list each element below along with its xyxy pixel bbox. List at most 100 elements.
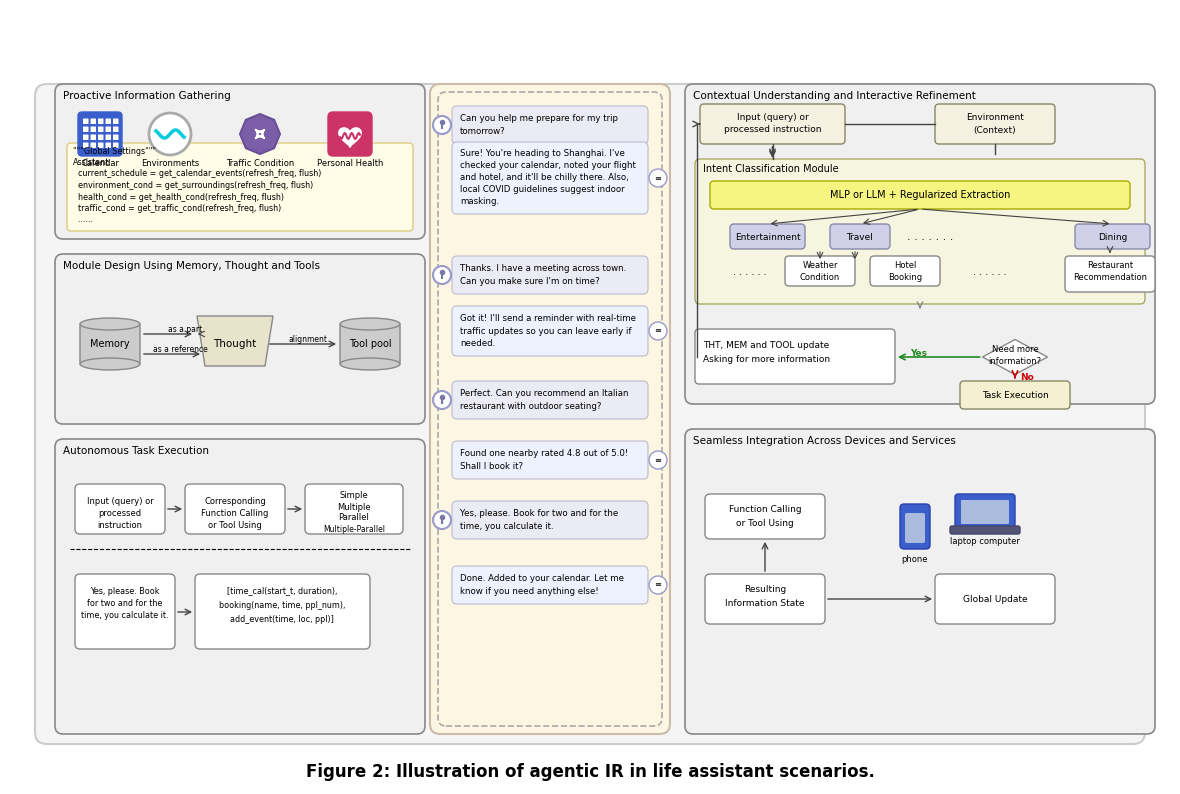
FancyBboxPatch shape [35,84,1145,744]
Text: alignment: alignment [288,334,328,344]
Text: Function Calling: Function Calling [729,504,801,514]
Text: Resulting: Resulting [743,585,786,595]
Text: Environments: Environments [140,160,199,168]
Text: Traffic Condition: Traffic Condition [225,160,294,168]
Text: Parallel: Parallel [339,514,369,522]
FancyBboxPatch shape [105,134,111,140]
Text: ≡: ≡ [655,174,662,183]
Text: as a part: as a part [168,326,202,334]
FancyBboxPatch shape [695,159,1145,304]
FancyBboxPatch shape [452,142,648,214]
Text: Entertainment: Entertainment [735,233,800,241]
Circle shape [649,169,667,187]
Text: phone: phone [902,554,929,564]
FancyBboxPatch shape [98,126,104,132]
FancyBboxPatch shape [91,118,96,124]
Ellipse shape [80,318,140,330]
Text: Can you make sure I'm on time?: Can you make sure I'm on time? [460,277,599,286]
Text: Tool pool: Tool pool [348,339,392,349]
FancyBboxPatch shape [98,118,104,124]
Text: Personal Health: Personal Health [316,160,384,168]
FancyBboxPatch shape [961,381,1070,409]
FancyBboxPatch shape [76,484,165,534]
FancyBboxPatch shape [452,381,648,419]
FancyBboxPatch shape [113,134,118,140]
FancyBboxPatch shape [113,118,118,124]
FancyBboxPatch shape [704,494,825,539]
Text: Travel: Travel [846,233,873,241]
Text: Hotel: Hotel [893,261,916,271]
Polygon shape [197,316,273,366]
Text: booking(name, time, ppl_num),: booking(name, time, ppl_num), [218,600,346,610]
Ellipse shape [340,358,400,370]
Text: Yes: Yes [910,349,927,359]
Text: Recommendation: Recommendation [1073,273,1147,283]
Polygon shape [983,340,1048,375]
Text: time, you calculate it.: time, you calculate it. [81,611,169,619]
FancyBboxPatch shape [704,574,825,624]
Circle shape [149,113,191,155]
Text: processed: processed [98,510,142,518]
Text: Contextual Understanding and Interactive Refinement: Contextual Understanding and Interactive… [693,91,976,101]
FancyBboxPatch shape [900,504,930,549]
Text: ≡: ≡ [655,580,662,589]
Text: ≡: ≡ [655,326,662,336]
Text: local COVID guidelines suggest indoor: local COVID guidelines suggest indoor [460,186,624,195]
FancyBboxPatch shape [830,224,890,249]
FancyBboxPatch shape [98,142,104,148]
FancyBboxPatch shape [905,513,925,543]
Text: Yes, please. Book for two and for the: Yes, please. Book for two and for the [460,509,618,518]
Text: laptop computer: laptop computer [950,538,1020,546]
Text: (Context): (Context) [974,125,1016,134]
FancyBboxPatch shape [76,574,175,649]
Text: environment_cond = get_surroundings(refresh_freq, flush): environment_cond = get_surroundings(refr… [73,181,313,190]
FancyBboxPatch shape [55,254,425,424]
FancyBboxPatch shape [67,143,413,231]
FancyBboxPatch shape [340,324,400,364]
Text: Perfect. Can you recommend an Italian: Perfect. Can you recommend an Italian [460,389,629,398]
Text: Yes, please. Book: Yes, please. Book [90,587,159,596]
Text: Got it! I'll send a reminder with real-time: Got it! I'll send a reminder with real-t… [460,314,636,323]
FancyBboxPatch shape [1066,256,1155,292]
Text: Task Execution: Task Execution [982,391,1048,399]
FancyBboxPatch shape [452,106,648,144]
Text: THT, MEM and TOOL update: THT, MEM and TOOL update [703,341,830,350]
FancyBboxPatch shape [78,112,122,156]
FancyBboxPatch shape [113,142,118,148]
Text: needed.: needed. [460,339,496,348]
Text: masking.: masking. [460,198,499,206]
Text: checked your calendar, noted your flight: checked your calendar, noted your flight [460,161,636,171]
Text: and hotel, and it'll be chilly there. Also,: and hotel, and it'll be chilly there. Al… [460,174,629,183]
Circle shape [433,116,451,134]
Text: Figure 2: Illustration of agentic IR in life assistant scenarios.: Figure 2: Illustration of agentic IR in … [306,763,874,781]
FancyBboxPatch shape [185,484,286,534]
Circle shape [433,391,451,409]
Text: health_cond = get_health_cond(refresh_freq, flush): health_cond = get_health_cond(refresh_fr… [73,192,284,202]
FancyBboxPatch shape [105,126,111,132]
Ellipse shape [80,358,140,370]
FancyBboxPatch shape [686,84,1155,404]
FancyBboxPatch shape [935,574,1055,624]
Text: Input (query) or: Input (query) or [86,498,153,507]
Text: Multiple-Parallel: Multiple-Parallel [323,525,385,534]
Text: Function Calling: Function Calling [202,510,269,518]
FancyBboxPatch shape [83,134,88,140]
Text: for two and for the: for two and for the [87,599,163,607]
Text: Global Update: Global Update [963,595,1028,603]
Text: MLP or LLM + Regularized Extraction: MLP or LLM + Regularized Extraction [830,190,1010,200]
Circle shape [433,266,451,284]
Text: Booking: Booking [887,273,922,283]
Text: processed instruction: processed instruction [723,125,821,134]
Text: tomorrow?: tomorrow? [460,127,505,136]
Text: [time_cal(start_t, duration),: [time_cal(start_t, duration), [227,587,337,596]
Text: current_schedule = get_calendar_events(refresh_freq, flush): current_schedule = get_calendar_events(r… [73,169,321,179]
Text: Found one nearby rated 4.8 out of 5.0!: Found one nearby rated 4.8 out of 5.0! [460,449,628,458]
FancyBboxPatch shape [1075,224,1150,249]
Text: . . . . . .: . . . . . . [733,267,767,277]
Text: instruction: instruction [98,522,143,530]
Text: information?: information? [989,357,1042,365]
FancyBboxPatch shape [950,526,1020,534]
FancyBboxPatch shape [452,501,648,539]
FancyBboxPatch shape [700,104,845,144]
Circle shape [649,451,667,469]
